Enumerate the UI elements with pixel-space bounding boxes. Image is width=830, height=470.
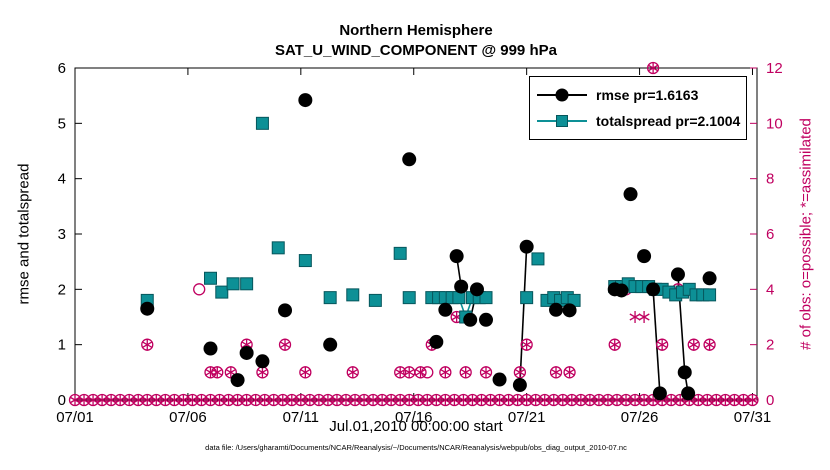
- legend-label-totalspread: totalspread pr=2.1004: [596, 113, 741, 129]
- totalspread-marker: [255, 116, 269, 130]
- totalspread-marker: [298, 254, 312, 268]
- totalspread-marker: [323, 291, 337, 305]
- rmse-marker: [298, 93, 313, 108]
- chart-subtitle: SAT_U_WIND_COMPONENT @ 999 hPa: [275, 42, 557, 59]
- rmse-marker: [512, 378, 527, 393]
- rmse-marker: [637, 249, 652, 264]
- rmse-marker: [429, 334, 444, 349]
- legend: rmse pr=1.6163 totalspread pr=2.1004: [529, 76, 747, 140]
- obs-possible-marker: [193, 283, 206, 296]
- rmse-line-marker-icon: [537, 87, 587, 103]
- y-right-tick-label: 10: [766, 115, 783, 132]
- y-left-tick-label: 5: [58, 115, 66, 132]
- rmse-marker: [278, 303, 293, 318]
- y-left-tick-label: 1: [58, 337, 66, 354]
- totalspread-marker: [271, 241, 285, 255]
- rmse-marker: [239, 345, 254, 360]
- y-right-tick-label: 0: [766, 392, 774, 409]
- totalspread-line-marker-icon: [537, 113, 587, 129]
- rmse-marker: [449, 249, 464, 264]
- y-left-tick-label: 6: [58, 60, 66, 77]
- y-axis-label-left: rmse and totalspread: [15, 163, 33, 305]
- totalspread-marker: [226, 277, 240, 291]
- rmse-marker: [140, 301, 155, 316]
- rmse-marker: [479, 312, 494, 327]
- rmse-marker: [255, 354, 270, 369]
- y-right-tick-label: 6: [766, 226, 774, 243]
- rmse-marker: [438, 302, 453, 317]
- rmse-marker: [646, 282, 661, 297]
- totalspread-marker: [215, 285, 229, 299]
- obs-possible-marker: [421, 366, 434, 379]
- legend-item-totalspread: totalspread pr=2.1004: [537, 108, 746, 134]
- x-axis-label: Jul.01,2010 00:00:00 start: [329, 418, 503, 435]
- rmse-marker: [203, 341, 218, 356]
- rmse-marker: [469, 282, 484, 297]
- rmse-marker: [702, 271, 717, 286]
- rmse-marker: [677, 365, 692, 380]
- totalspread-marker: [346, 288, 360, 302]
- x-tick-label: 07/01: [56, 409, 94, 426]
- rmse-marker: [670, 267, 685, 282]
- totalspread-marker: [531, 252, 545, 266]
- rmse-marker: [652, 386, 667, 401]
- totalspread-marker: [368, 293, 382, 307]
- rmse-marker: [402, 152, 417, 167]
- y-right-tick-label: 2: [766, 337, 774, 354]
- x-tick-label: 07/26: [621, 409, 659, 426]
- y-right-tick-label: 4: [766, 281, 774, 298]
- rmse-marker: [519, 239, 534, 254]
- y-axis-label-right: # of obs: o=possible; *=assimilated: [797, 118, 815, 350]
- x-tick-label: 07/16: [395, 409, 433, 426]
- y-right-tick-label: 12: [766, 60, 783, 77]
- rmse-marker: [562, 303, 577, 318]
- rmse-marker: [614, 283, 629, 298]
- totalspread-marker: [402, 291, 416, 305]
- totalspread-marker: [479, 291, 493, 305]
- totalspread-marker: [203, 271, 217, 285]
- totalspread-marker: [240, 277, 254, 291]
- rmse-marker: [492, 372, 507, 387]
- rmse-marker: [623, 187, 638, 202]
- legend-label-rmse: rmse pr=1.6163: [596, 87, 699, 103]
- legend-item-rmse: rmse pr=1.6163: [537, 82, 746, 108]
- totalspread-marker: [393, 246, 407, 260]
- y-right-tick-label: 8: [766, 171, 774, 188]
- rmse-marker: [463, 312, 478, 327]
- x-tick-label: 07/06: [169, 409, 207, 426]
- totalspread-marker: [520, 291, 534, 305]
- rmse-marker: [323, 337, 338, 352]
- x-tick-label: 07/31: [734, 409, 772, 426]
- y-left-tick-label: 0: [58, 392, 66, 409]
- totalspread-marker: [703, 288, 717, 302]
- rmse-marker: [681, 386, 696, 401]
- x-tick-label: 07/21: [508, 409, 546, 426]
- totalspread-marker: [452, 291, 466, 305]
- x-tick-label: 07/11: [283, 409, 319, 426]
- rmse-marker: [549, 302, 564, 317]
- data-file-caption: data file: /Users/gharamti/Documents/NCA…: [205, 443, 627, 452]
- rmse-marker: [454, 279, 469, 294]
- y-left-tick-label: 4: [58, 171, 66, 188]
- y-left-tick-label: 3: [58, 226, 66, 243]
- chart-title: Northern Hemisphere: [339, 22, 493, 39]
- rmse-marker: [230, 373, 245, 388]
- y-left-tick-label: 2: [58, 281, 66, 298]
